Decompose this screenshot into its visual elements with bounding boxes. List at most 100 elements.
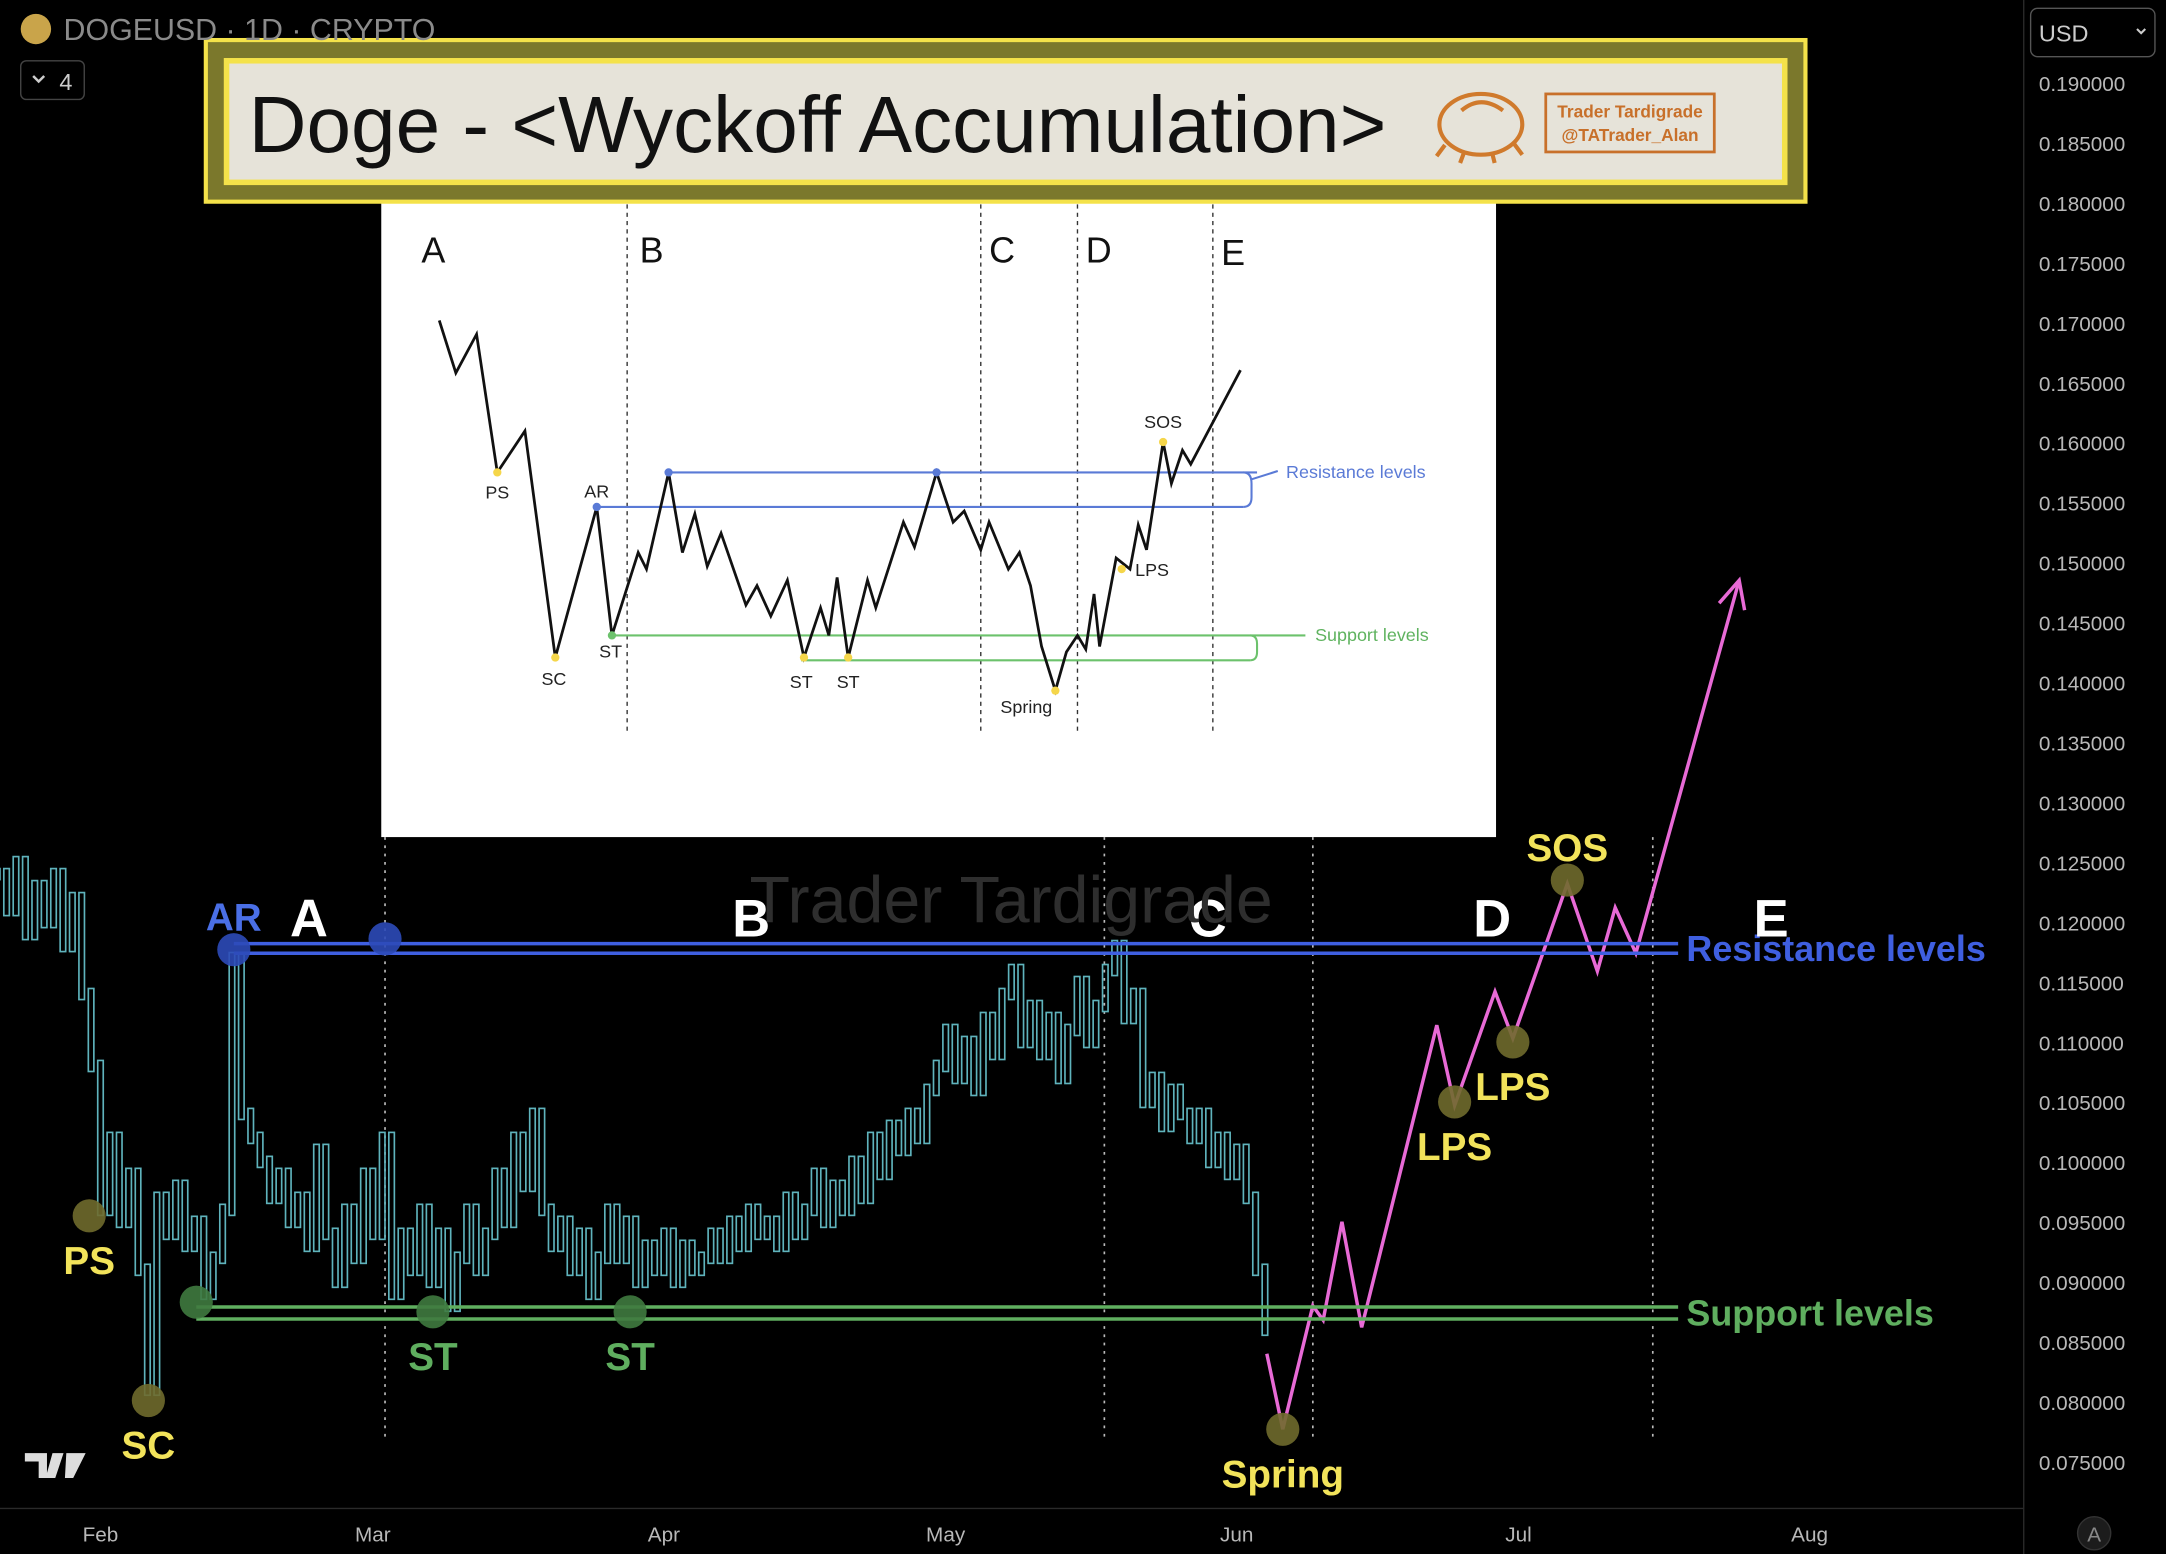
inset-label: ST (837, 672, 860, 692)
price-bar (819, 1167, 828, 1229)
event-label: SOS (1527, 827, 1609, 870)
price-bar (397, 1227, 405, 1301)
symbol[interactable]: DOGEUSD · 1D · CRYPTO (64, 13, 436, 47)
price-bar (378, 1131, 386, 1241)
price-bar (679, 1239, 687, 1289)
price-bar (885, 1119, 893, 1181)
price-bar (115, 1131, 123, 1229)
auto-scale-button[interactable] (2076, 1516, 2112, 1551)
price-bar (735, 1215, 743, 1253)
y-tick-label: 0.145000 (2039, 613, 2125, 636)
currency-select[interactable] (2029, 7, 2156, 58)
price-bar (453, 1251, 461, 1313)
y-tick-label: 0.080000 (2039, 1392, 2125, 1415)
currency: USD (2039, 20, 2089, 46)
event-marker (217, 933, 251, 967)
price-bar (416, 1203, 424, 1277)
price-bar (1214, 1131, 1222, 1169)
y-tick-label: 0.150000 (2039, 553, 2125, 576)
price-bar (1251, 1191, 1260, 1277)
price-bar (970, 1035, 978, 1097)
author-name: Trader Tardigrade (1557, 101, 1702, 121)
price-bar (59, 867, 67, 953)
price-bar (1186, 1107, 1194, 1145)
event-label: SC (122, 1425, 176, 1468)
y-tick-label: 0.175000 (2039, 253, 2125, 276)
inset-label: PS (485, 483, 509, 503)
y-tick-label: 0.120000 (2039, 912, 2125, 935)
price-bar (641, 1239, 649, 1289)
price-bar (500, 1167, 508, 1229)
price-bar (303, 1191, 311, 1253)
event-marker (1496, 1025, 1530, 1059)
price-bar (87, 987, 95, 1073)
price-bar (21, 855, 29, 941)
event-label: PS (63, 1240, 115, 1283)
indicator-toggle[interactable] (20, 60, 85, 101)
price-bar (1054, 1011, 1062, 1085)
price-bar (782, 1191, 790, 1253)
price-bar (1167, 1083, 1175, 1133)
inset-phase: D (1086, 229, 1112, 270)
author-logo (1434, 91, 1525, 164)
price-bar (895, 1119, 903, 1157)
price-bar (181, 1179, 189, 1253)
price-bar (341, 1203, 349, 1289)
price-bar (904, 1107, 912, 1157)
price-bar (726, 1215, 734, 1265)
inset-label: LPS (1135, 560, 1169, 580)
inset-bg (381, 193, 1497, 838)
y-tick-label: 0.115000 (2039, 972, 2124, 995)
y-tick-label: 0.160000 (2039, 433, 2125, 456)
price-bar (1045, 1011, 1053, 1061)
y-tick-label: 0.135000 (2039, 733, 2125, 756)
price-bar (1035, 999, 1044, 1061)
price-bar (434, 1227, 443, 1289)
event-marker (179, 1285, 213, 1319)
price-bar (322, 1143, 330, 1241)
price-bar (538, 1107, 546, 1217)
y-tick-label: 0.095000 (2039, 1212, 2125, 1235)
y-tick-label: 0.105000 (2039, 1092, 2125, 1115)
inset-label: ST (599, 642, 622, 662)
auto-scale-label: A (2087, 1524, 2101, 1547)
price-bar (1233, 1143, 1241, 1181)
event-marker (1550, 863, 1584, 897)
x-tick-label: Feb (83, 1524, 119, 1547)
price-bar (406, 1227, 414, 1277)
price-bar (275, 1167, 283, 1205)
price-bar (1092, 999, 1100, 1049)
y-tick-label: 0.130000 (2039, 792, 2125, 815)
inset-phase: C (989, 229, 1015, 270)
price-bar (632, 1215, 640, 1289)
price-bar (1195, 1107, 1203, 1145)
inset-label: AR (584, 481, 609, 501)
price-bar (688, 1239, 696, 1277)
phase-label: D (1473, 890, 1511, 949)
price-bar (425, 1203, 433, 1289)
y-tick-label: 0.085000 (2039, 1332, 2125, 1355)
price-bar (12, 855, 20, 917)
author-box (1544, 92, 1716, 154)
price-bar (1017, 963, 1025, 1049)
price-bar (472, 1203, 480, 1277)
price-bar (707, 1227, 715, 1265)
inset-price-path (437, 320, 1242, 696)
arrow-head (1717, 576, 1747, 611)
price-bar (256, 1131, 264, 1169)
price-bar (510, 1131, 518, 1229)
price-bar (716, 1227, 724, 1265)
price-bar (1242, 1143, 1250, 1205)
price-bar (491, 1167, 499, 1241)
price-bar (247, 1107, 255, 1145)
price-bar (284, 1167, 292, 1229)
event-marker (416, 1295, 450, 1329)
y-tick-label: 0.090000 (2039, 1272, 2125, 1295)
event-label: AR (206, 896, 262, 939)
price-bar (810, 1167, 818, 1217)
price-bar (519, 1131, 527, 1193)
event-marker (72, 1199, 106, 1233)
price-bar (209, 1251, 217, 1301)
price-bar (481, 1227, 490, 1277)
